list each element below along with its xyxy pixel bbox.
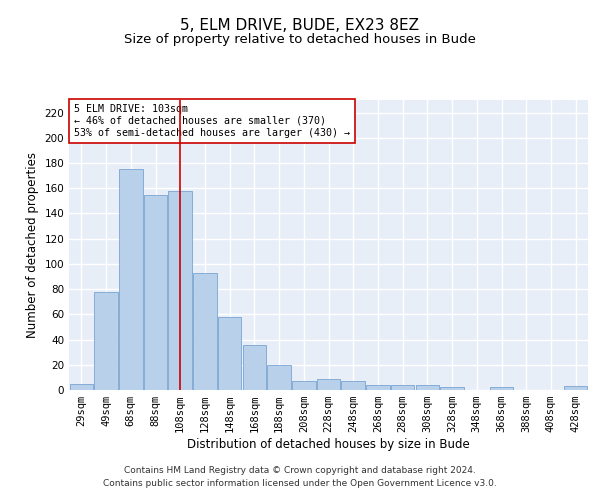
Bar [341,381,365,390]
Bar [416,385,439,390]
Text: 5, ELM DRIVE, BUDE, EX23 8EZ: 5, ELM DRIVE, BUDE, EX23 8EZ [181,18,419,32]
Bar [119,170,143,390]
Text: 5 ELM DRIVE: 103sqm
← 46% of detached houses are smaller (370)
53% of semi-detac: 5 ELM DRIVE: 103sqm ← 46% of detached ho… [74,104,350,138]
X-axis label: Distribution of detached houses by size in Bude: Distribution of detached houses by size … [187,438,470,451]
Bar [490,388,513,390]
Bar [391,385,415,390]
Bar [366,385,389,390]
Bar [242,344,266,390]
Text: Contains HM Land Registry data © Crown copyright and database right 2024.
Contai: Contains HM Land Registry data © Crown c… [103,466,497,487]
Bar [193,272,217,390]
Bar [317,378,340,390]
Bar [292,381,316,390]
Bar [169,191,192,390]
Y-axis label: Number of detached properties: Number of detached properties [26,152,39,338]
Bar [94,292,118,390]
Bar [144,194,167,390]
Bar [268,365,291,390]
Bar [218,317,241,390]
Text: Size of property relative to detached houses in Bude: Size of property relative to detached ho… [124,32,476,46]
Bar [440,388,464,390]
Bar [70,384,93,390]
Bar [564,386,587,390]
